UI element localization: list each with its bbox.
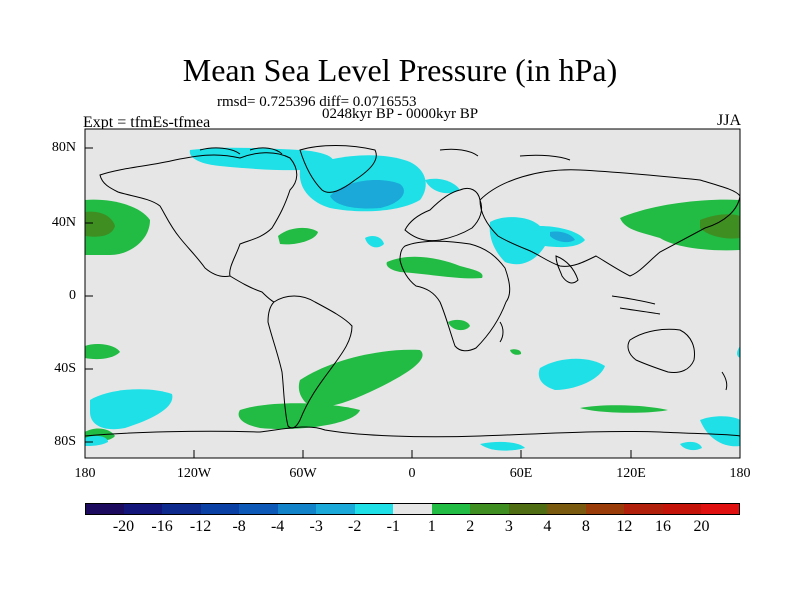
colorbar-label: -12 xyxy=(189,518,212,535)
colorbar-swatch xyxy=(508,503,548,515)
colorbar-swatch xyxy=(585,503,625,515)
anomaly-patch xyxy=(620,199,740,251)
lat-label-40s: 40S xyxy=(54,361,76,376)
anomaly-patch xyxy=(448,319,470,331)
colorbar-swatch xyxy=(431,503,471,515)
map-title: Mean Sea Level Pressure (in hPa) xyxy=(182,52,618,88)
south-america-coast xyxy=(267,295,353,429)
colorbar-swatch xyxy=(239,503,279,515)
colorbar-swatch xyxy=(354,503,394,515)
coastlines xyxy=(84,145,741,438)
anomaly-patch xyxy=(85,435,108,446)
anomaly-patch xyxy=(700,214,740,239)
lon-label-60e: 60E xyxy=(509,466,533,481)
colorbar-label: 1 xyxy=(427,518,436,535)
negative-anomalies xyxy=(85,147,740,451)
lon-label-0: 0 xyxy=(408,466,416,481)
lon-label-120e: 120E xyxy=(616,466,646,481)
anomaly-patch xyxy=(550,231,575,243)
season-label: JJA xyxy=(716,112,741,129)
colorbar-label: 3 xyxy=(504,518,513,535)
central-america-coast xyxy=(229,275,275,303)
africa-coast xyxy=(399,240,511,352)
anomaly-patch xyxy=(298,349,423,407)
lat-label-80n: 80N xyxy=(51,140,76,155)
lon-label-60w: 60W xyxy=(289,466,317,481)
colorbar-label: 4 xyxy=(543,518,552,535)
colorbar-swatch xyxy=(123,503,163,515)
colorbar-label: 20 xyxy=(693,518,710,535)
anomaly-patch xyxy=(510,349,522,355)
positive-anomalies xyxy=(85,199,740,442)
india-coast xyxy=(555,255,579,284)
experiment-label: Expt = tfmEs-tfmea xyxy=(83,114,211,131)
colorbar-outline xyxy=(85,503,740,515)
anomaly-patch xyxy=(278,227,318,245)
colorbar-label: 8 xyxy=(581,518,590,535)
anomaly-patch xyxy=(489,217,585,265)
australia-coast xyxy=(627,328,695,373)
lon-label-120w: 120W xyxy=(176,466,212,481)
colorbar-label: 12 xyxy=(616,518,633,535)
colorbar-label: -20 xyxy=(112,518,135,535)
colorbar-label: 16 xyxy=(654,518,671,535)
anomaly-patch xyxy=(189,147,334,171)
asia-coast xyxy=(479,169,741,277)
colorbar-swatch xyxy=(624,503,664,515)
colorbar-label: -16 xyxy=(151,518,173,535)
colorbar-swatch xyxy=(470,503,510,515)
colorbar-label: -4 xyxy=(270,518,285,535)
colorbar-swatch xyxy=(701,503,741,515)
lat-label-0: 0 xyxy=(69,288,76,303)
colorbar-label: 2 xyxy=(466,518,475,535)
period-label: 0248kyr BP - 0000kyr BP xyxy=(322,106,479,122)
tick-marks xyxy=(84,147,741,458)
colorbar-label: -1 xyxy=(386,518,400,535)
rmsd-diff-label: rmsd= 0.725396 diff= 0.0716553 xyxy=(217,94,417,110)
antarctica-coast xyxy=(84,426,741,438)
madagascar-coast xyxy=(499,321,504,343)
anomaly-patch xyxy=(85,344,120,360)
colorbar-swatch xyxy=(393,503,433,515)
colorbar-swatch xyxy=(316,503,356,515)
indonesia-coast xyxy=(611,295,661,315)
anomaly-patch xyxy=(365,236,384,248)
anomaly-patch xyxy=(85,211,115,237)
north-america-coast xyxy=(99,152,298,277)
anomaly-patch xyxy=(425,178,460,194)
colorbar-swatch xyxy=(547,503,587,515)
anomaly-patch xyxy=(330,180,404,209)
colorbar-swatch xyxy=(277,503,317,515)
anomaly-patch xyxy=(538,358,605,390)
anomaly-patch xyxy=(480,441,525,451)
anomaly-patch xyxy=(386,256,483,279)
lon-label-180-west: 180 xyxy=(74,466,96,481)
colorbar-label: -2 xyxy=(348,518,362,535)
anomaly-patch xyxy=(700,416,740,447)
new-zealand-coast xyxy=(721,371,728,391)
greenland-coast xyxy=(299,145,377,193)
anomaly-patch xyxy=(90,389,173,430)
lat-label-40n: 40N xyxy=(51,215,76,230)
colorbar-label: -3 xyxy=(309,518,323,535)
colorbar-label: -8 xyxy=(232,518,246,535)
lat-label-80s: 80S xyxy=(54,434,76,449)
anomaly-patch xyxy=(737,346,740,358)
colorbar-swatch xyxy=(662,503,702,515)
arctic-islands-coast xyxy=(199,147,571,161)
anomaly-patch xyxy=(580,405,668,413)
anomaly-patch xyxy=(680,441,702,451)
lon-label-180-east: 180 xyxy=(729,466,751,481)
colorbar-swatch xyxy=(85,503,125,515)
colorbar-swatch xyxy=(200,503,240,515)
anomaly-patch xyxy=(238,403,360,430)
colorbar-swatch xyxy=(162,503,202,515)
